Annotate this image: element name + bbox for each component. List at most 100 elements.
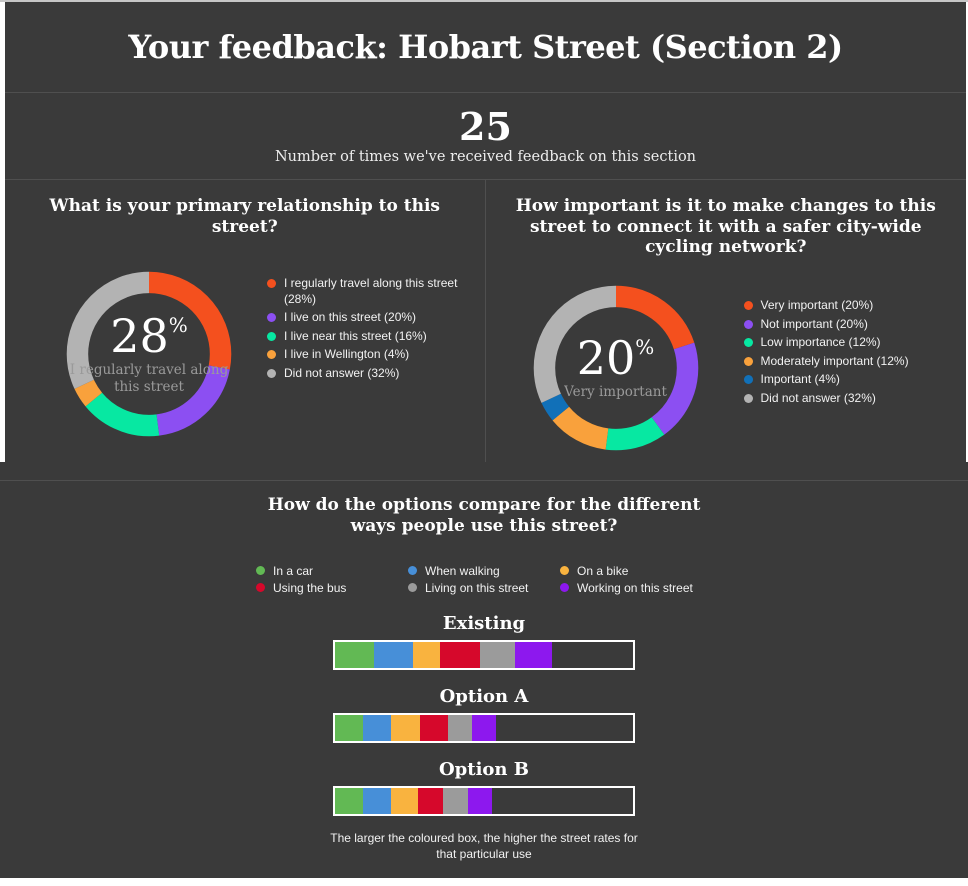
donut-slice-low-importance[interactable] <box>533 285 698 451</box>
legend-item-not-important: Not important (20%) <box>743 316 949 333</box>
importance-chart-title: How important is it to make changes to t… <box>515 196 936 258</box>
bar-segment-in-a-car[interactable] <box>335 787 363 814</box>
bar-segment-working-on-this-street[interactable] <box>515 641 552 668</box>
top-hairline <box>0 0 968 2</box>
bar-segment-in-a-car[interactable] <box>335 641 375 668</box>
legend-label: Low importance (12%) <box>760 335 881 350</box>
legend-label: Not important (20%) <box>760 316 868 331</box>
legend-label: Did not answer (32%) <box>284 365 400 380</box>
options-bars: Existing Option A Option B <box>0 611 968 816</box>
bar-segment-when-walking[interactable] <box>374 641 413 668</box>
legend-item-moderately-important: Moderately important (12%) <box>743 353 949 370</box>
feedback-widget: Your feedback: Hobart Street (Section 2)… <box>5 2 966 462</box>
legend-swatch <box>267 350 276 360</box>
legend-swatch <box>408 583 417 592</box>
bar-track <box>333 785 635 816</box>
bar-segment-living-on-this-street[interactable] <box>479 641 516 668</box>
bar-segment-working-on-this-street[interactable] <box>472 714 496 741</box>
feedback-count: 25 <box>459 104 512 150</box>
legend-item-did-not-answer: Did not answer (32%) <box>267 366 472 382</box>
legend-item-using-the-bus: Using the bus <box>256 581 408 595</box>
bar-group-existing: Existing <box>0 611 968 670</box>
legend-label: Working on this street <box>577 580 693 595</box>
donut-slice-i-live-near-this-street[interactable] <box>66 271 232 437</box>
importance-donut-chart[interactable]: 20% Very important <box>524 276 708 460</box>
legend-label: I regularly travel along this street (28… <box>284 276 458 306</box>
legend-swatch <box>743 356 753 366</box>
relationship-donut-chart[interactable]: 28% I regularly travel along this street <box>57 262 241 446</box>
legend-label: Moderately important (12%) <box>760 353 909 368</box>
legend-swatch <box>743 319 753 329</box>
bar-segment-living-on-this-street[interactable] <box>443 787 469 814</box>
options-compare-section: How do the options compare for the diffe… <box>0 462 968 878</box>
legend-item-i-live-in-wellington: I live in Wellington (4%) <box>267 347 472 363</box>
relationship-chart-title: What is your primary relationship to thi… <box>49 196 441 237</box>
bar-segment-working-on-this-street[interactable] <box>468 787 492 814</box>
legend-item-low-importance: Low importance (12%) <box>743 335 949 351</box>
donut-svg <box>533 285 698 451</box>
bar-segment-when-walking[interactable] <box>362 787 392 814</box>
legend-swatch <box>267 279 276 288</box>
stats-band: 25 Number of times we've received feedba… <box>5 93 966 180</box>
legend-item-living-on-this-street: Living on this street <box>408 581 560 595</box>
donut-svg <box>66 271 232 437</box>
legend-label: When walking <box>425 563 500 578</box>
bar-segment-on-a-bike[interactable] <box>391 714 420 741</box>
feedback-count-caption: Number of times we've received feedback … <box>274 148 697 165</box>
bar-segment-in-a-car[interactable] <box>335 714 363 741</box>
donut-slice-did-not-answer[interactable] <box>66 271 232 437</box>
legend-item-did-not-answer: Did not answer (32%) <box>743 390 949 407</box>
legend-label: Living on this street <box>425 580 529 595</box>
legend-swatch <box>267 313 276 323</box>
legend-label: Very important (20%) <box>760 298 874 312</box>
legend-swatch <box>743 393 753 403</box>
relationship-chart-panel: What is your primary relationship to thi… <box>5 180 486 462</box>
bar-segment-when-walking[interactable] <box>362 714 392 741</box>
bar-group-option-b: Option B <box>0 757 968 816</box>
legend-item-in-a-car: In a car <box>256 564 408 578</box>
legend-swatch <box>267 331 276 341</box>
legend-swatch <box>267 368 276 378</box>
legend-item-i-live-on-this-street: I live on this street (20%) <box>267 310 472 326</box>
options-compare-note: The larger the coloured box, the higher … <box>330 830 638 861</box>
bar-segment-using-the-bus[interactable] <box>417 787 444 814</box>
page-title: Your feedback: Hobart Street (Section 2) <box>128 28 843 66</box>
legend-swatch <box>743 301 753 310</box>
legend-swatch <box>560 583 569 592</box>
options-compare-legend: In a car When walking On a bike Using the b… <box>0 564 968 595</box>
legend-swatch <box>408 566 417 575</box>
legend-label: Important (4%) <box>760 372 840 387</box>
legend-label: I live on this street (20%) <box>284 310 417 325</box>
options-compare-title: How do the options compare for the diffe… <box>267 495 701 537</box>
legend-swatch <box>560 566 569 575</box>
donut-slice-not-important[interactable] <box>533 285 698 451</box>
legend-item-i-live-near-this-street: I live near this street (16%) <box>267 329 472 345</box>
legend-swatch <box>743 375 753 385</box>
donut-slice-did-not-answer[interactable] <box>533 285 698 451</box>
bar-segment-living-on-this-street[interactable] <box>448 714 473 741</box>
bar-segment-using-the-bus[interactable] <box>419 714 449 741</box>
importance-legend: Very important (20%) Not important (20%) L… <box>743 298 949 410</box>
legend-label: In a car <box>273 563 314 578</box>
legend-item-when-walking: When walking <box>408 564 560 578</box>
legend-item-working-on-this-street: Working on this street <box>560 581 712 595</box>
bar-segment-on-a-bike[interactable] <box>412 641 441 668</box>
bar-title: Option A <box>439 685 529 707</box>
legend-label: I live in Wellington (4%) <box>284 347 410 362</box>
legend-swatch <box>256 566 265 575</box>
bar-segment-on-a-bike[interactable] <box>391 787 418 814</box>
bar-title: Option B <box>439 758 529 780</box>
header: Your feedback: Hobart Street (Section 2) <box>5 2 966 93</box>
legend-label: Did not answer (32%) <box>760 390 876 405</box>
legend-label: On a bike <box>577 563 629 578</box>
legend-swatch <box>256 583 265 592</box>
legend-label: I live near this street (16%) <box>284 328 427 343</box>
bar-track <box>333 712 635 743</box>
bar-track <box>333 639 635 670</box>
legend-label: Using the bus <box>273 580 347 595</box>
charts-row: What is your primary relationship to thi… <box>5 180 966 462</box>
section-divider <box>0 462 968 481</box>
bar-segment-using-the-bus[interactable] <box>440 641 480 668</box>
legend-item-i-regularly-travel-along-this-street: I regularly travel along this street (28… <box>267 276 472 307</box>
bar-group-option-a: Option A <box>0 684 968 743</box>
